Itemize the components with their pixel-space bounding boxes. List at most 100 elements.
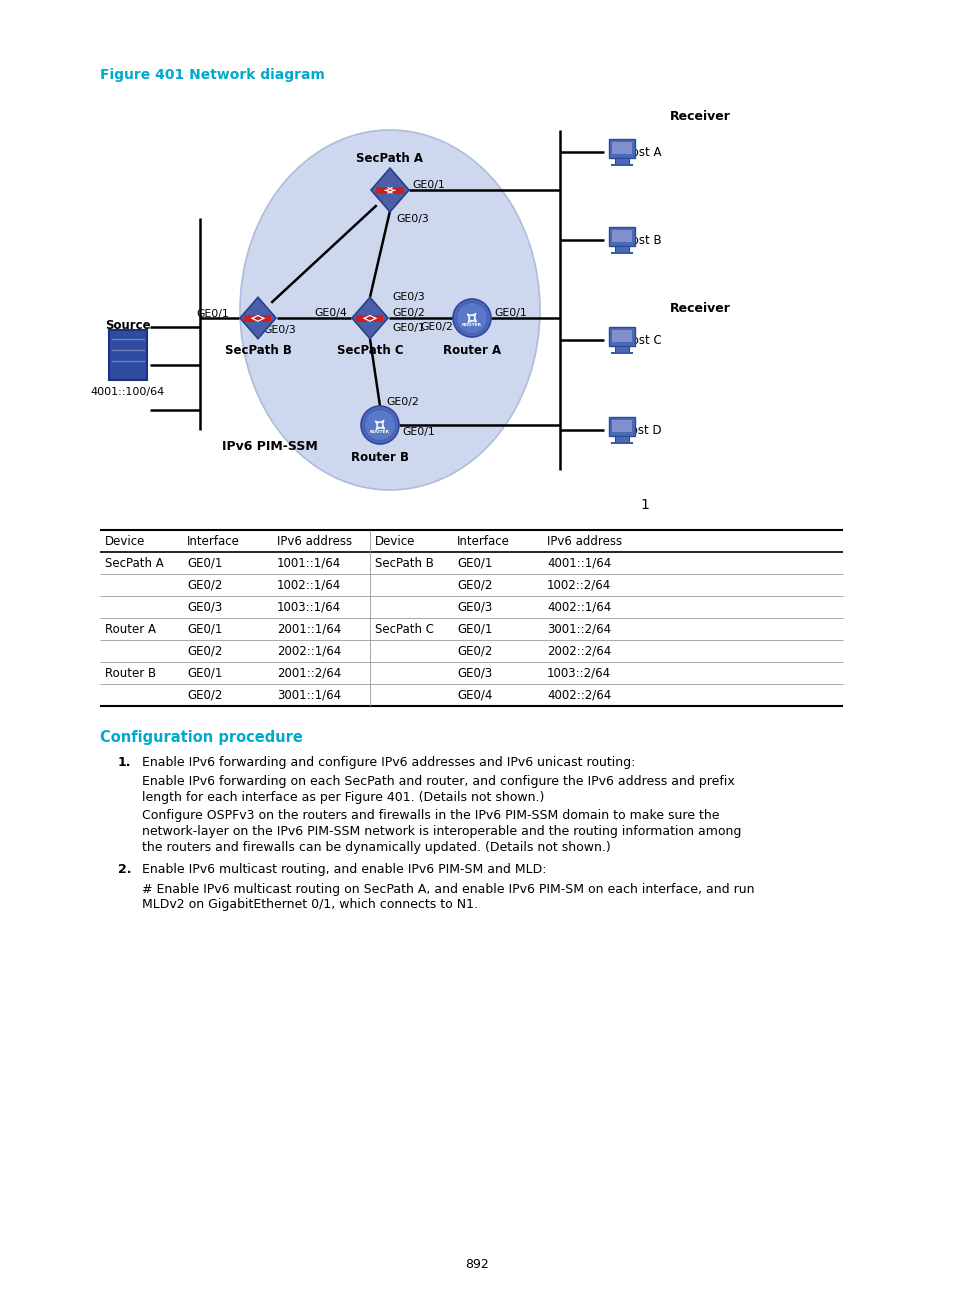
Ellipse shape	[240, 130, 539, 490]
Text: GE0/1: GE0/1	[456, 557, 492, 570]
Text: the routers and firewalls can be dynamically updated. (Details not shown.): the routers and firewalls can be dynamic…	[142, 841, 610, 854]
Text: GE0/2: GE0/2	[392, 308, 424, 318]
Text: GE0/1: GE0/1	[401, 426, 435, 437]
Bar	[610, 351, 633, 354]
Text: Enable IPv6 forwarding and configure IPv6 addresses and IPv6 unicast routing:: Enable IPv6 forwarding and configure IPv…	[142, 756, 635, 769]
Text: GE0/3: GE0/3	[392, 292, 424, 302]
Polygon shape	[371, 168, 409, 211]
Text: GE0/2: GE0/2	[187, 579, 222, 592]
Text: 1003::2/64: 1003::2/64	[546, 667, 611, 680]
Text: Interface: Interface	[187, 535, 239, 548]
Circle shape	[453, 299, 491, 337]
Text: GE0/3: GE0/3	[456, 667, 492, 680]
Bar	[109, 330, 147, 380]
Bar	[615, 435, 628, 442]
Text: 4001::1/64: 4001::1/64	[546, 557, 611, 570]
Text: IPv6 PIM-SSM: IPv6 PIM-SSM	[222, 441, 317, 454]
Text: GE0/4: GE0/4	[314, 308, 346, 318]
Text: network-layer on the IPv6 PIM-SSM network is interoperable and the routing infor: network-layer on the IPv6 PIM-SSM networ…	[142, 826, 740, 839]
Bar	[615, 158, 628, 163]
Text: Host A: Host A	[622, 145, 660, 158]
Text: Figure 401 Network diagram: Figure 401 Network diagram	[100, 67, 325, 82]
Text: 892: 892	[465, 1258, 488, 1271]
Text: GE0/3: GE0/3	[395, 214, 428, 224]
Text: GE0/2: GE0/2	[456, 645, 492, 658]
Text: Router A: Router A	[105, 623, 156, 636]
Text: GE0/1: GE0/1	[456, 623, 492, 636]
Bar	[608, 327, 635, 346]
Text: SecPath C: SecPath C	[336, 343, 403, 356]
Text: 2.: 2.	[118, 863, 132, 876]
Circle shape	[364, 410, 395, 441]
Text: GE0/2: GE0/2	[187, 689, 222, 702]
Text: GE0/1: GE0/1	[392, 323, 424, 333]
Bar	[612, 231, 631, 242]
Text: GE0/2: GE0/2	[386, 397, 418, 407]
Text: GE0/2: GE0/2	[187, 645, 222, 658]
Text: SecPath C: SecPath C	[375, 623, 434, 636]
Text: 2002::2/64: 2002::2/64	[546, 645, 611, 658]
Polygon shape	[244, 315, 272, 321]
Text: 4001::100/64: 4001::100/64	[91, 388, 165, 397]
Text: Enable IPv6 multicast routing, and enable IPv6 PIM-SM and MLD:: Enable IPv6 multicast routing, and enabl…	[142, 863, 546, 876]
Text: SecPath B: SecPath B	[375, 557, 434, 570]
Polygon shape	[240, 297, 275, 338]
Text: GE0/2: GE0/2	[419, 321, 453, 332]
Text: 2002::1/64: 2002::1/64	[276, 645, 341, 658]
Text: GE0/1: GE0/1	[187, 667, 222, 680]
Circle shape	[360, 406, 398, 445]
Text: GE0/2: GE0/2	[456, 579, 492, 592]
Text: Configuration procedure: Configuration procedure	[100, 730, 302, 745]
Bar	[608, 139, 635, 158]
Text: 1.: 1.	[118, 756, 132, 769]
Text: MLDv2 on GigabitEthernet 0/1, which connects to N1.: MLDv2 on GigabitEthernet 0/1, which conn…	[142, 898, 477, 911]
Bar	[610, 251, 633, 254]
Bar	[615, 246, 628, 251]
Text: GE0/1: GE0/1	[195, 308, 229, 319]
Text: Router B: Router B	[105, 667, 156, 680]
Bar	[610, 163, 633, 166]
Text: Host B: Host B	[622, 233, 660, 246]
Polygon shape	[352, 297, 388, 338]
Polygon shape	[375, 187, 404, 194]
Text: # Enable IPv6 multicast routing on SecPath A, and enable IPv6 PIM-SM on each int: # Enable IPv6 multicast routing on SecPa…	[142, 883, 754, 896]
Text: GE0/1: GE0/1	[187, 623, 222, 636]
Text: Host D: Host D	[621, 424, 661, 437]
Text: SecPath A: SecPath A	[105, 557, 164, 570]
Bar	[608, 227, 635, 246]
Text: 1003::1/64: 1003::1/64	[276, 601, 341, 614]
Bar	[612, 143, 631, 154]
Text: 1002::2/64: 1002::2/64	[546, 579, 611, 592]
Text: Device: Device	[375, 535, 415, 548]
Text: ROUTER: ROUTER	[461, 323, 481, 327]
Text: GE0/1: GE0/1	[187, 557, 222, 570]
Text: 2001::1/64: 2001::1/64	[276, 623, 341, 636]
Text: length for each interface as per Figure 401. (Details not shown.): length for each interface as per Figure …	[142, 791, 544, 804]
Text: Router B: Router B	[351, 451, 409, 464]
Text: SecPath A: SecPath A	[356, 152, 423, 165]
Bar	[615, 346, 628, 351]
Text: 1: 1	[639, 498, 649, 512]
Text: IPv6 address: IPv6 address	[276, 535, 352, 548]
Text: Receiver: Receiver	[669, 302, 730, 315]
Bar	[612, 420, 631, 433]
Text: GE0/1: GE0/1	[412, 180, 444, 191]
Text: GE0/1: GE0/1	[494, 308, 526, 318]
Text: Host C: Host C	[622, 333, 660, 346]
Text: GE0/3: GE0/3	[187, 601, 222, 614]
Bar	[608, 417, 635, 435]
Text: SecPath B: SecPath B	[224, 343, 291, 356]
Bar	[612, 330, 631, 342]
Bar	[610, 442, 633, 443]
Circle shape	[456, 302, 487, 333]
Text: 3001::2/64: 3001::2/64	[546, 623, 611, 636]
Text: Enable IPv6 forwarding on each SecPath and router, and configure the IPv6 addres: Enable IPv6 forwarding on each SecPath a…	[142, 775, 734, 788]
Text: 4002::2/64: 4002::2/64	[546, 689, 611, 702]
Text: IPv6 address: IPv6 address	[546, 535, 621, 548]
Text: Device: Device	[105, 535, 145, 548]
Text: 1001::1/64: 1001::1/64	[276, 557, 341, 570]
Text: Router A: Router A	[442, 343, 500, 356]
Text: Interface: Interface	[456, 535, 509, 548]
Text: Configure OSPFv3 on the routers and firewalls in the IPv6 PIM-SSM domain to make: Configure OSPFv3 on the routers and fire…	[142, 810, 719, 823]
Text: GE0/3: GE0/3	[456, 601, 492, 614]
